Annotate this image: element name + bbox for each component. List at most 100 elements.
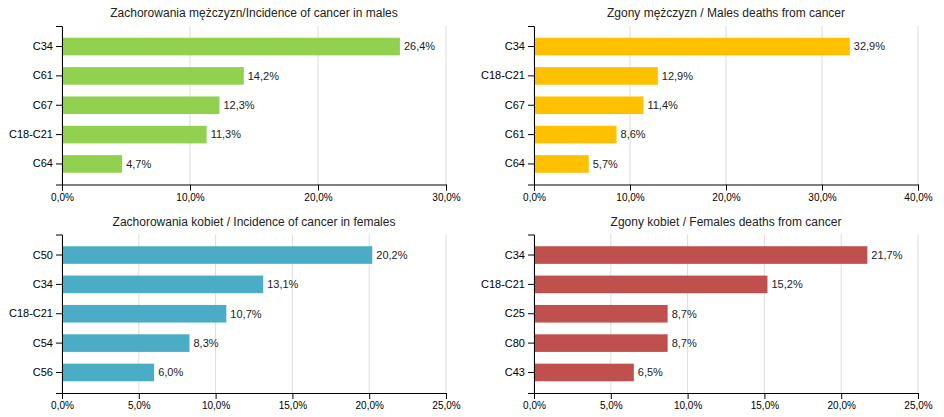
tick-label: 30,0% [432, 192, 460, 203]
tick-label: 20,0% [356, 400, 384, 411]
tick: 5,0% [128, 393, 151, 411]
data-labels: 26,4%14,2%12,3%11,3%4,7% [126, 40, 435, 169]
axis-line [56, 27, 63, 186]
tick: C67 [505, 99, 534, 111]
tick: 40,0% [904, 185, 932, 203]
tick: 20,0% [356, 393, 384, 411]
axis-line [63, 394, 447, 400]
tick-label: 20,0% [828, 400, 856, 411]
tick: C61 [33, 69, 62, 81]
tick-label: C50 [33, 249, 53, 261]
axis-line [528, 235, 535, 394]
tick-mark [918, 393, 919, 399]
panel: 0,0%5,0%10,0%15,0%20,0%25,0%C50C34C18-C2… [9, 215, 461, 412]
data-labels: 21,7%15,2%8,7%8,7%6,5% [638, 249, 903, 378]
tick-mark [292, 393, 293, 399]
tick: C18-C21 [9, 307, 62, 319]
title: Zachorowania kobiet / Incidence of cance… [113, 215, 396, 229]
bars [534, 38, 850, 173]
data-label: 20,2% [376, 249, 407, 261]
grid [534, 26, 918, 185]
tick: C50 [33, 249, 62, 261]
tick-mark [528, 313, 534, 314]
tick: C43 [505, 366, 534, 378]
bars [534, 246, 867, 381]
tick-label: C80 [505, 337, 525, 349]
bar [534, 96, 643, 114]
data-label: 8,7% [672, 308, 697, 320]
tick: 10,0% [176, 185, 204, 203]
bar [534, 276, 767, 294]
tick-label: C34 [505, 249, 525, 261]
tick-label: C25 [505, 307, 525, 319]
data-label: 26,4% [404, 40, 435, 52]
tick-mark [528, 163, 534, 164]
tick-mark [446, 185, 447, 191]
panel: 0,0%10,0%20,0%30,0%40,0%C34C18-C21C67C61… [481, 6, 933, 203]
tick: C64 [505, 157, 534, 169]
axis-line [535, 185, 919, 191]
tick-mark [528, 255, 534, 256]
title: Zgony mężczyzn / Males deaths from cance… [607, 6, 845, 20]
bar [62, 96, 219, 114]
data-label: 6,5% [638, 366, 663, 378]
grid-line [446, 26, 447, 185]
data-label: 13,1% [267, 278, 298, 290]
bar [62, 246, 372, 264]
tick: 30,0% [432, 185, 460, 203]
tick-label: 0,0% [51, 192, 74, 203]
tick-mark [528, 284, 534, 285]
x-axis: 0,0%10,0%20,0%30,0%40,0% [523, 185, 933, 203]
bars [62, 38, 400, 173]
bar [534, 305, 668, 323]
bar [534, 334, 668, 352]
tick: 30,0% [808, 185, 836, 203]
panel: 0,0%10,0%20,0%30,0%C34C61C67C18-C21C6426… [9, 6, 461, 203]
tick-label: C54 [33, 337, 53, 349]
tick-label: 25,0% [432, 400, 460, 411]
y-axis: C34C61C67C18-C21C64 [9, 27, 63, 186]
data-label: 12,3% [223, 99, 254, 111]
tick-label: 20,0% [304, 192, 332, 203]
bar [62, 305, 226, 323]
figure: 0,0% 10,0% 20,0% 30,0% C34 C61 C67 C18-C21 C64 26… [0, 0, 944, 417]
tick-mark [318, 185, 319, 191]
tick: 15,0% [279, 393, 307, 411]
tick-label: C18-C21 [9, 128, 53, 140]
axis-line [528, 27, 535, 186]
tick-mark [56, 284, 62, 285]
data-label: 5,7% [593, 158, 618, 170]
tick: 10,0% [616, 185, 644, 203]
tick-mark [56, 134, 62, 135]
tick-mark [764, 393, 765, 399]
data-label: 15,2% [771, 278, 802, 290]
bar [62, 334, 189, 352]
bar [62, 38, 400, 56]
bar [62, 67, 244, 85]
tick-mark [726, 185, 727, 191]
data-label: 4,7% [126, 158, 151, 170]
tick-mark [446, 393, 447, 399]
tick: C18-C21 [9, 128, 62, 140]
tick-mark [56, 313, 62, 314]
tick: C34 [33, 278, 62, 290]
tick-mark [369, 393, 370, 399]
tick-label: C34 [33, 40, 53, 52]
tick: C54 [33, 337, 62, 349]
tick: C18-C21 [481, 69, 534, 81]
tick-mark [56, 46, 62, 47]
data-label: 11,4% [647, 99, 678, 111]
tick-mark [630, 185, 631, 191]
tick-label: C67 [505, 99, 525, 111]
tick-label: 40,0% [904, 192, 932, 203]
bar [534, 38, 850, 56]
bar [62, 276, 263, 294]
bar [62, 155, 122, 173]
tick-mark [528, 372, 534, 373]
axis-line [63, 185, 447, 191]
title: Zachorowania mężczyzn/Incidence of cance… [110, 6, 397, 20]
axis-line [56, 235, 63, 394]
tick-mark [56, 75, 62, 76]
tick-label: 5,0% [600, 400, 623, 411]
tick: C34 [505, 249, 534, 261]
